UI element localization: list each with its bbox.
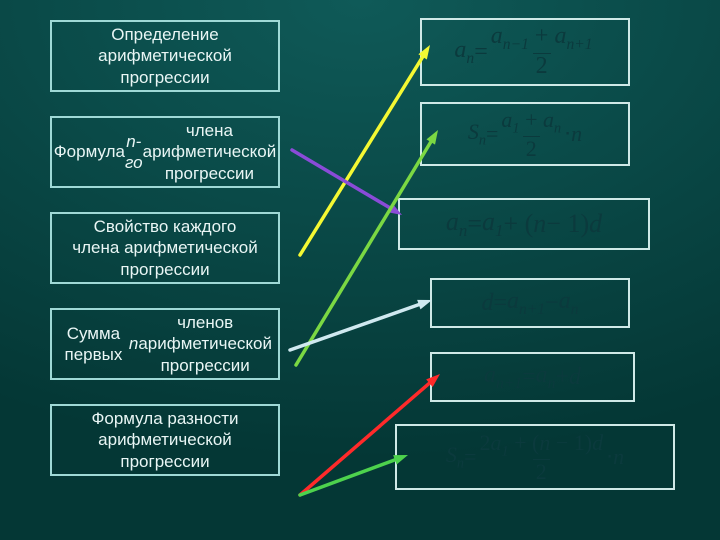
formula-f-nth: an = a1 + (n − 1)d — [398, 198, 650, 250]
label-sum: Сумма первых n членоварифметическойпрогр… — [50, 308, 280, 380]
arrow-3 — [290, 300, 432, 350]
label-definition: Определениеарифметическойпрогрессии — [50, 20, 280, 92]
arrow-1 — [292, 150, 402, 215]
diagram-stage: Определениеарифметическойпрогрессии Форму… — [0, 0, 720, 540]
formula-f-diff: d = an+1 − an — [430, 278, 630, 328]
formula-f-sum1: Sn = a1 + an2 ⋅ n — [420, 102, 630, 166]
label-property: Свойство каждогочлена арифметическойпрог… — [50, 212, 280, 284]
formula-f-sum2: Sn = 2a1 + (n − 1)d2 ⋅ n — [395, 424, 675, 490]
arrow-5 — [300, 455, 408, 495]
formula-f-mean: an = an−1 + an+12 — [420, 18, 630, 86]
label-difference: Формула разностиарифметическойпрогрессии — [50, 404, 280, 476]
label-nth-term: Формула n-го членаарифметическойпрогресс… — [50, 116, 280, 188]
formula-f-recur: an+1 = an + d — [430, 352, 635, 402]
